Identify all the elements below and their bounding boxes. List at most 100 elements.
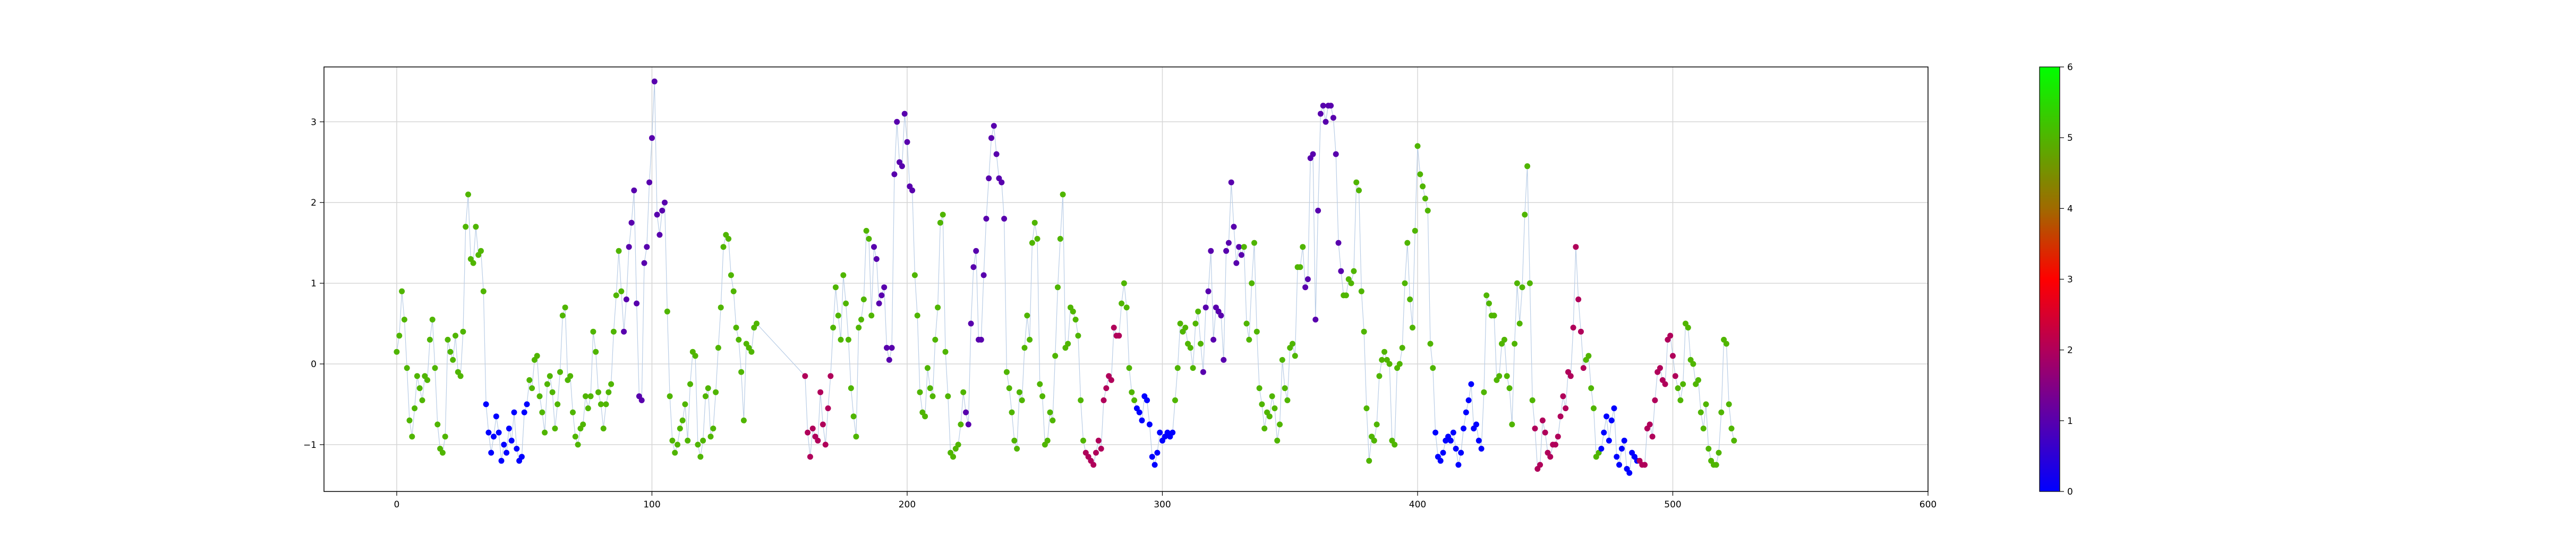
data-point [1078,397,1084,403]
data-point [491,434,497,440]
data-point [1509,421,1515,428]
colorbar-tick-label: 3 [2067,275,2073,285]
data-point [1465,397,1472,403]
data-point [871,244,877,250]
data-point [1432,429,1439,436]
data-point [1123,304,1130,311]
y-tick-label: −1 [303,440,317,451]
data-point [942,349,949,355]
data-point [1343,292,1349,299]
data-point [679,417,686,423]
colorbar-tick-label: 0 [2067,487,2073,497]
data-point [968,320,974,327]
data-point [677,426,683,431]
data-point [575,442,581,448]
data-point [1374,421,1380,428]
data-point [1065,341,1071,347]
data-point [1315,207,1321,214]
data-point [1478,446,1485,452]
data-point [1670,353,1676,359]
data-point [1144,397,1150,403]
x-tick-label: 400 [1409,499,1426,510]
data-point [1728,426,1735,431]
data-point [1284,397,1291,403]
data-point [1402,280,1408,286]
data-point [1075,333,1081,339]
data-point [868,312,875,319]
data-point [1618,446,1625,452]
data-point [567,373,574,379]
data-point [988,135,994,141]
data-point [881,284,888,291]
colorbar-tick-label: 1 [2067,416,2073,427]
data-point [1611,405,1617,411]
data-point [473,224,479,230]
data-point [1136,409,1142,415]
colorbar-tick-label: 5 [2067,133,2073,143]
data-point [726,236,732,242]
data-point [1718,409,1725,415]
data-point [830,325,837,331]
data-point [856,325,862,331]
data-point [585,405,591,411]
data-point [1450,429,1456,436]
data-point [710,426,716,431]
data-point [580,421,586,428]
data-point [1266,413,1273,420]
data-point [1044,437,1051,444]
data-point [501,442,507,448]
data-point [1146,421,1153,428]
data-point [406,417,413,423]
data-point [1014,446,1020,452]
data-point [1198,341,1204,347]
data-point [1573,244,1579,250]
data-point [399,288,405,294]
data-point [1052,353,1059,359]
data-point [450,357,456,363]
data-point [1608,417,1615,423]
data-point [1463,409,1469,415]
data-point [1225,240,1232,246]
data-point [1312,317,1319,323]
data-point [1205,288,1212,294]
data-point [1672,373,1678,379]
data-point [1200,369,1206,375]
data-point [1272,405,1278,411]
colorbar-tick-label: 2 [2067,345,2073,356]
data-point [1187,345,1193,351]
data-point [1037,381,1043,387]
data-point [748,349,755,355]
data-point [1256,385,1263,392]
colorbar-tick-label: 6 [2067,62,2073,73]
data-point [1598,446,1605,452]
data-point [802,373,808,379]
data-point [1657,365,1663,371]
data-point [1210,336,1217,343]
data-point [1317,111,1324,117]
data-point [1024,312,1030,319]
data-point [1461,426,1466,431]
data-point [463,224,469,230]
data-point [1221,357,1227,363]
data-point [682,401,688,408]
data-point [544,381,550,387]
data-point [1098,446,1104,452]
data-point [1050,417,1056,423]
data-point [1642,462,1648,468]
data-point [1379,357,1385,363]
data-point [559,312,566,319]
data-point [1723,341,1729,347]
data-point [453,333,458,339]
x-tick-label: 0 [394,499,400,510]
data-point [1616,462,1623,468]
data-point [1119,300,1125,307]
data-point [669,437,676,444]
data-point [1259,401,1265,408]
data-point [853,434,859,440]
data-point [1011,437,1018,444]
data-point [685,437,691,444]
data-point [1425,207,1431,214]
data-point [935,304,941,311]
data-point [1111,325,1117,331]
